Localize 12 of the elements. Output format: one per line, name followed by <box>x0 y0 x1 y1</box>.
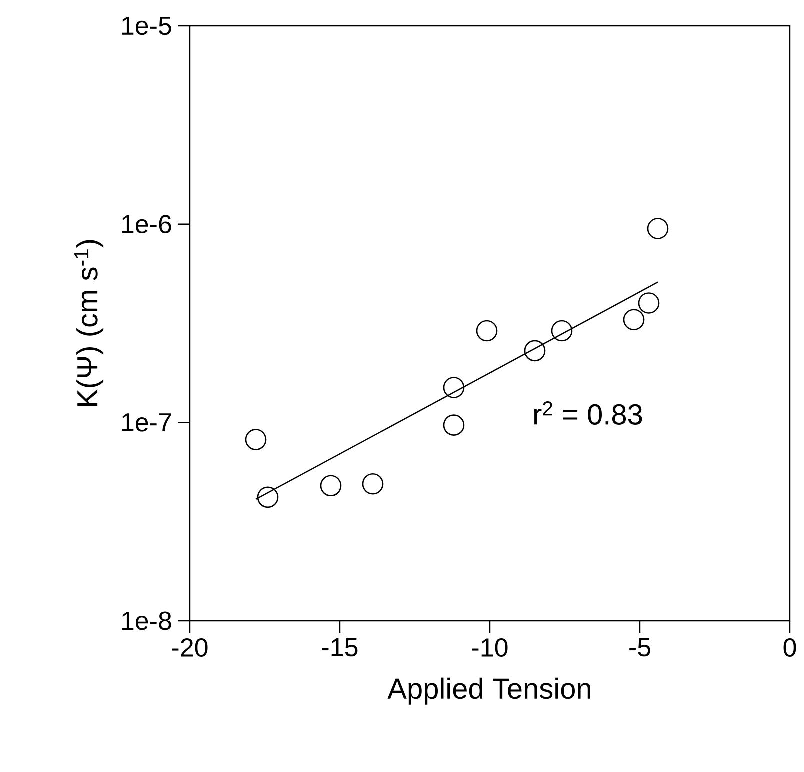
x-tick-label: 0 <box>784 638 796 657</box>
x-tick-label: -10 <box>472 638 508 657</box>
y-tick-label: 1e-5 <box>122 16 172 36</box>
x-tick-label: -15 <box>322 638 358 657</box>
y-axis-title: K(Ψ) (cm s$^{-1}$) <box>74 240 104 406</box>
x-axis-title: Applied Tension <box>388 678 590 705</box>
y-tick-label: 1e-6 <box>122 215 172 234</box>
x-tick-label: -5 <box>630 638 650 657</box>
annotation: r$^{2}$ = 0.83 <box>534 401 642 425</box>
y-tick-label: 1e-8 <box>122 612 172 630</box>
x-tick-label: -20 <box>172 638 208 657</box>
y-tick-label: 1e-7 <box>122 414 172 432</box>
